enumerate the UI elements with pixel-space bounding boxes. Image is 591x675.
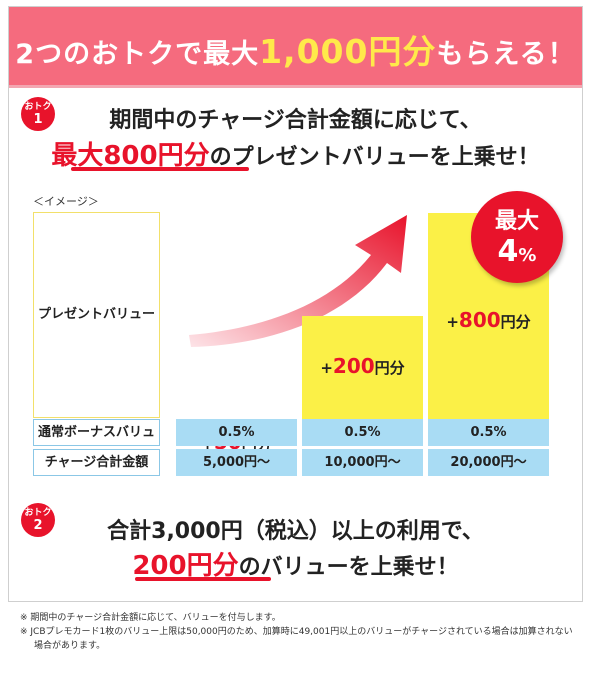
bar-2 [302,316,423,419]
row-bonus-value: 0.5% [176,419,297,446]
growth-arrow-icon [189,215,407,347]
row-charge-value: 20,000円～ [428,449,549,476]
highlight-underline [71,167,249,171]
headline-post: もらえる！ [436,39,576,70]
campaign-panel: 2つのおトクで最大1,000円分もらえる！ おトク 1 期間中のチャージ合計金額… [8,6,583,602]
benefit-2-highlight: 200円分 [132,551,239,581]
bar-prefix: + [446,313,459,331]
bar-3-label: +800円分 [428,308,549,332]
benefit-1-rest: のプレゼントバリューを上乗せ！ [209,145,540,170]
row-bonus-value: 0.5% [302,419,423,446]
bar-value: 200 [332,353,375,378]
benefit-1-line-2: 最大800円分のプレゼントバリューを上乗せ！ [9,135,582,172]
headline-text: 2つのおトクで最大1,000円分もらえる！ [9,25,582,73]
row-bonus-value: 0.5% [428,419,549,446]
max-rate-label: 最大 [494,209,539,234]
max-rate-unit: % [518,245,537,266]
bar-unit: 円分 [500,313,531,331]
benefit-1-badge: おトク 1 [21,97,55,131]
benefit-2-line-2: 200円分のバリューを上乗せ！ [9,545,582,582]
badge-label: おトク [24,102,52,112]
bar-value: 800 [458,308,501,332]
footnotes: ※ 期間中のチャージ合計金額に応じて、バリューを付与します。 ※ JCBプレモカ… [20,611,580,653]
max-rate-badge: 最大 4% [471,191,563,283]
row-label-bonus: 通常ボーナスバリュー [33,419,160,465]
badge-label: おトク [24,508,52,518]
headline-pre: 2つのおトクで最大 [15,39,260,70]
bar-2-label: +200円分 [302,354,423,378]
headline-banner: 2つのおトクで最大1,000円分もらえる！ [9,7,582,85]
row-label-charge: チャージ合計金額 [33,449,160,476]
badge-number: 1 [33,112,43,127]
footnote: ※ JCBプレモカード1枚のバリュー上限は50,000円のため、加算時に49,0… [20,627,573,651]
row-charge-value: 5,000円～ [176,449,297,476]
image-label: ＜イメージ＞ [33,195,99,208]
max-rate-value: 4% [471,235,563,273]
bar-prefix: + [320,358,333,377]
max-rate-number: 4 [497,234,519,269]
footnote: ※ 期間中のチャージ合計金額に応じて、バリューを付与します。 [20,613,281,623]
bar-unit: 円分 [374,358,405,377]
y-axis-label: プレゼントバリュー [37,307,155,322]
y-axis-box [33,212,160,418]
badge-number: 2 [33,518,43,533]
benefit-2-badge: おトク 2 [21,503,55,537]
row-charge-value: 10,000円～ [302,449,423,476]
headline-amount: 1,000円分 [259,32,437,71]
highlight-underline [135,577,271,581]
benefit-2-rest: のバリューを上乗せ！ [238,555,459,580]
benefit-2-line-1: 合計3,000円（税込）以上の利用で、 [107,519,484,544]
benefit-1-highlight: 最大800円分 [51,141,210,171]
benefit-1-line-1: 期間中のチャージ合計金額に応じて、 [109,108,482,133]
